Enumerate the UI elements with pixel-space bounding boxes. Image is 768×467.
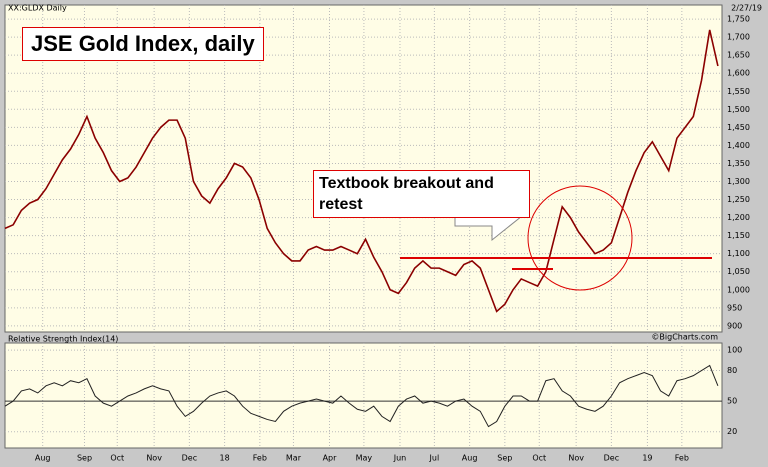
y-tick-label: 900 [727, 321, 742, 330]
y-tick-label: 100 [727, 346, 742, 355]
x-tick-label: Mar [286, 454, 302, 463]
y-tick-label: 1,550 [727, 87, 750, 96]
y-tick-label: 1,700 [727, 33, 750, 42]
rsi-title: Relative Strength Index(14) [8, 335, 118, 344]
y-tick-label: 1,500 [727, 105, 750, 114]
x-tick-label: Nov [568, 454, 584, 463]
retest-circle [527, 185, 633, 291]
x-tick-label: 19 [642, 454, 652, 463]
x-tick-label: Sep [497, 454, 512, 463]
x-tick-label: Apr [323, 454, 338, 463]
annotation: Textbook breakout and retest [313, 170, 530, 218]
x-tick-label: Jun [393, 454, 407, 463]
x-tick-label: Oct [110, 454, 124, 463]
x-tick-label: May [356, 454, 373, 463]
y-tick-label: 1,200 [727, 213, 750, 222]
x-tick-label: Aug [35, 454, 51, 463]
y-tick-label: 1,300 [727, 177, 750, 186]
y-tick-label: 50 [727, 397, 737, 406]
y-tick-label: 20 [727, 427, 737, 436]
x-tick-label: Dec [604, 454, 619, 463]
header: XX:GLDX Daily [8, 4, 67, 13]
price-line [4, 29, 719, 313]
y-tick-label: 1,400 [727, 141, 750, 150]
y-tick-label: 1,450 [727, 123, 750, 132]
y-tick-label: 1,150 [727, 231, 750, 240]
x-tick-label: Feb [253, 454, 267, 463]
x-tick-label: Feb [675, 454, 689, 463]
y-tick-label: 1,750 [727, 15, 750, 24]
y-tick-label: 80 [727, 366, 737, 375]
x-tick-label: Jul [429, 454, 440, 463]
y-tick-label: 1,250 [727, 195, 750, 204]
x-tick-label: Aug [462, 454, 478, 463]
y-tick-label: 1,600 [727, 69, 750, 78]
y-tick-label: 1,350 [727, 159, 750, 168]
credit: ©BigCharts.com [651, 333, 718, 342]
x-tick-label: Nov [146, 454, 162, 463]
y-tick-label: 950 [727, 303, 742, 312]
x-tick-label: Oct [532, 454, 546, 463]
x-tick-label: Dec [182, 454, 197, 463]
y-tick-label: 1,050 [727, 267, 750, 276]
chart-title: JSE Gold Index, daily [22, 27, 264, 61]
date: 2/27/19 [731, 4, 762, 13]
y-tick-label: 1,100 [727, 249, 750, 258]
x-tick-label: 18 [220, 454, 230, 463]
y-tick-label: 1,000 [727, 285, 750, 294]
price-line [4, 364, 719, 428]
y-tick-label: 1,650 [727, 51, 750, 60]
x-tick-label: Sep [77, 454, 92, 463]
